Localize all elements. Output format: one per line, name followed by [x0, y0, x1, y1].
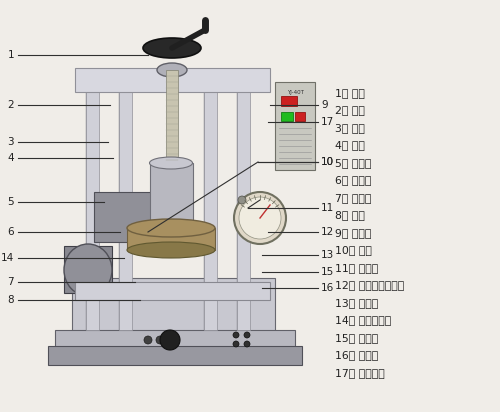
Text: 2: 2: [8, 100, 14, 110]
Text: 1: 1: [8, 50, 14, 60]
Text: 4、 立柱: 4、 立柱: [335, 140, 365, 150]
Text: 15、 吸油阀: 15、 吸油阀: [335, 333, 378, 343]
Text: YJ-40T: YJ-40T: [286, 90, 304, 95]
Polygon shape: [275, 82, 315, 170]
Text: 2、 螺母: 2、 螺母: [335, 105, 365, 115]
Circle shape: [244, 341, 250, 347]
Circle shape: [144, 336, 152, 344]
Polygon shape: [118, 70, 122, 330]
Ellipse shape: [64, 244, 112, 296]
Text: 10: 10: [321, 157, 334, 167]
Text: 5: 5: [8, 197, 14, 207]
Text: 7: 7: [8, 277, 14, 287]
Circle shape: [233, 341, 239, 347]
Bar: [281, 112, 293, 121]
Polygon shape: [64, 246, 112, 293]
Text: 15: 15: [321, 267, 334, 277]
Circle shape: [244, 332, 250, 338]
Polygon shape: [75, 68, 270, 92]
Text: 13、 减速筱: 13、 减速筱: [335, 298, 378, 308]
Text: 9: 9: [321, 100, 328, 110]
Circle shape: [233, 332, 239, 338]
Polygon shape: [204, 70, 208, 330]
Text: 9、 电器盒: 9、 电器盒: [335, 228, 372, 238]
Text: 11: 11: [321, 203, 334, 213]
Text: 16: 16: [321, 283, 334, 293]
Text: 10、 电机: 10、 电机: [335, 246, 372, 255]
Ellipse shape: [157, 63, 187, 77]
Text: 5、 工作台: 5、 工作台: [335, 158, 372, 168]
Text: 14、 注油孔螺钉: 14、 注油孔螺钉: [335, 316, 391, 325]
Circle shape: [238, 196, 246, 204]
Text: 6: 6: [8, 227, 14, 237]
Text: 10: 10: [321, 157, 334, 167]
Polygon shape: [127, 228, 215, 250]
Ellipse shape: [127, 219, 215, 237]
Polygon shape: [150, 163, 193, 225]
Polygon shape: [48, 346, 302, 365]
Ellipse shape: [150, 157, 192, 169]
Text: 17: 17: [321, 117, 334, 127]
Ellipse shape: [143, 38, 201, 58]
Polygon shape: [75, 282, 270, 300]
Text: 11、 压力表: 11、 压力表: [335, 263, 378, 273]
Polygon shape: [204, 70, 216, 330]
Circle shape: [234, 192, 286, 244]
Polygon shape: [236, 70, 240, 330]
Polygon shape: [55, 330, 295, 348]
Polygon shape: [236, 70, 250, 330]
Polygon shape: [72, 278, 275, 332]
Text: 6、 大油缸: 6、 大油缸: [335, 176, 372, 185]
Text: 12: 12: [321, 227, 334, 237]
Text: 8: 8: [8, 295, 14, 305]
Text: 3、 丝杠: 3、 丝杠: [335, 123, 365, 133]
Polygon shape: [86, 70, 89, 330]
Text: 3: 3: [8, 137, 14, 147]
Polygon shape: [118, 70, 132, 330]
Bar: [281, 96, 297, 106]
Bar: [295, 112, 305, 121]
Circle shape: [239, 197, 281, 239]
Text: 13: 13: [321, 250, 334, 260]
Polygon shape: [94, 192, 152, 242]
Text: 4: 4: [8, 153, 14, 163]
Text: 17、 电源开关: 17、 电源开关: [335, 368, 385, 378]
Text: 7、 放油阀: 7、 放油阀: [335, 193, 372, 203]
Circle shape: [156, 336, 164, 344]
Text: 14: 14: [1, 253, 14, 263]
Polygon shape: [166, 70, 178, 165]
Text: 16、 出油阀: 16、 出油阀: [335, 351, 378, 360]
Polygon shape: [86, 70, 98, 330]
Text: 8、 油池: 8、 油池: [335, 211, 365, 220]
Ellipse shape: [127, 242, 215, 258]
Circle shape: [160, 330, 180, 350]
Text: 12、 压力表调节螺钉: 12、 压力表调节螺钉: [335, 281, 404, 290]
Text: 1、 手轮: 1、 手轮: [335, 88, 365, 98]
